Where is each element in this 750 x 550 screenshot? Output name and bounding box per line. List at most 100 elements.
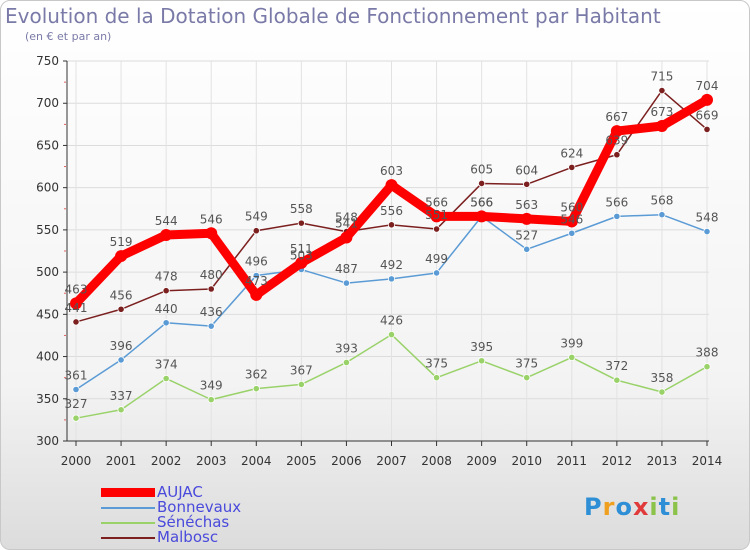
data-label-malbosc: 605 [470, 162, 493, 176]
point-aujac [610, 125, 623, 138]
point-aujac [295, 256, 308, 269]
point-senechas [478, 357, 486, 365]
legend-item-bonnevaux: Bonnevaux [101, 500, 241, 515]
data-label-aujac: 473 [245, 274, 268, 288]
data-label-malbosc: 480 [200, 268, 223, 282]
logo-letter: r [602, 493, 616, 521]
data-label-malbosc: 441 [65, 301, 88, 315]
data-label-malbosc: 556 [380, 204, 403, 218]
data-label-malbosc: 548 [335, 211, 358, 225]
point-aujac [160, 228, 173, 241]
point-malbosc [658, 86, 666, 95]
data-label-senechas: 426 [380, 314, 403, 328]
data-label-aujac: 560 [560, 200, 583, 214]
data-label-senechas: 375 [425, 357, 448, 371]
data-label-bonnevaux: 436 [200, 305, 223, 319]
data-label-malbosc: 456 [110, 288, 133, 302]
x-tick-label: 2002 [151, 454, 182, 468]
point-malbosc [387, 221, 396, 229]
data-label-bonnevaux: 440 [155, 302, 178, 316]
data-label-bonnevaux: 568 [650, 194, 673, 208]
legend-label: Malbosc [157, 528, 219, 546]
point-bonnevaux [252, 271, 260, 280]
data-label-aujac: 519 [110, 235, 133, 249]
legend: AUJAC Bonnevaux Sénéchas Malbosc [101, 485, 241, 545]
y-tick-label: 300 [36, 434, 59, 448]
data-label-senechas: 358 [650, 371, 673, 385]
point-malbosc [72, 318, 80, 326]
legend-label: AUJAC [157, 483, 203, 501]
data-label-bonnevaux: 396 [110, 339, 133, 353]
data-label-aujac: 667 [605, 110, 628, 124]
data-label-malbosc: 549 [245, 210, 268, 224]
data-label-bonnevaux: 487 [335, 262, 358, 276]
point-malbosc [162, 287, 170, 295]
legend-item-malbosc: Malbosc [101, 530, 241, 545]
x-tick-label: 2014 [692, 454, 723, 468]
x-tick-label: 2004 [241, 454, 272, 468]
x-tick-label: 2010 [511, 454, 542, 468]
legend-label: Sénéchas [157, 513, 230, 531]
legend-swatch [101, 488, 155, 497]
data-label-aujac: 566 [425, 195, 448, 209]
point-aujac [475, 210, 488, 223]
point-senechas [568, 353, 576, 361]
logo-letter: P [584, 493, 603, 521]
point-malbosc [523, 180, 531, 188]
data-label-senechas: 374 [155, 358, 178, 372]
point-senechas [387, 330, 396, 339]
point-senechas [207, 396, 215, 404]
x-tick-label: 2001 [106, 454, 137, 468]
data-label-bonnevaux: 548 [696, 211, 719, 225]
data-label-senechas: 375 [515, 357, 538, 371]
data-label-bonnevaux: 566 [470, 195, 493, 209]
point-bonnevaux [568, 229, 576, 237]
point-senechas [162, 374, 170, 383]
point-senechas [342, 358, 351, 367]
data-label-aujac: 546 [200, 212, 223, 226]
proxiti-logo: Proxiti [584, 493, 680, 521]
point-senechas [117, 406, 125, 414]
y-tick-label: 350 [36, 392, 59, 406]
data-label-bonnevaux: 361 [65, 368, 88, 382]
point-bonnevaux [162, 319, 170, 327]
point-senechas [523, 374, 531, 382]
data-label-aujac: 511 [290, 242, 313, 256]
y-tick-label: 400 [36, 350, 59, 364]
logo-letter: o [615, 493, 633, 521]
point-aujac [340, 231, 353, 244]
point-aujac [520, 212, 533, 225]
data-label-senechas: 399 [560, 336, 583, 350]
data-label-senechas: 337 [110, 389, 133, 403]
point-senechas [252, 385, 260, 393]
point-bonnevaux [658, 211, 666, 219]
point-malbosc [297, 219, 305, 227]
data-label-bonnevaux: 566 [605, 195, 628, 209]
y-tick-label: 500 [36, 265, 59, 279]
logo-letter: t [658, 493, 672, 521]
x-tick-label: 2009 [466, 454, 497, 468]
series-group [70, 86, 713, 422]
x-tick-label: 2005 [286, 454, 317, 468]
data-label-malbosc: 624 [560, 146, 583, 160]
x-tick-label: 2000 [61, 454, 92, 468]
data-label-aujac: 603 [380, 164, 403, 178]
logo-letter: x [632, 493, 650, 521]
y-tick-label: 650 [36, 138, 59, 152]
data-label-senechas: 395 [470, 340, 493, 354]
data-label-bonnevaux: 492 [380, 258, 403, 272]
data-label-senechas: 393 [335, 341, 358, 355]
point-aujac [205, 227, 218, 240]
x-tick-label: 2003 [196, 454, 227, 468]
point-malbosc [207, 285, 215, 293]
axes: 300 350 400 450 500 550 600 650 700 750 2000 2001 20… [36, 54, 722, 468]
x-tick-label: 2006 [331, 454, 362, 468]
data-label-senechas: 349 [200, 379, 223, 393]
y-tick-label: 550 [36, 223, 59, 237]
data-label-aujac: 463 [65, 282, 88, 296]
point-aujac [565, 215, 578, 228]
point-aujac [430, 210, 443, 223]
point-bonnevaux [703, 227, 711, 236]
data-label-malbosc: 669 [696, 108, 719, 122]
data-label-aujac: 704 [696, 79, 719, 93]
